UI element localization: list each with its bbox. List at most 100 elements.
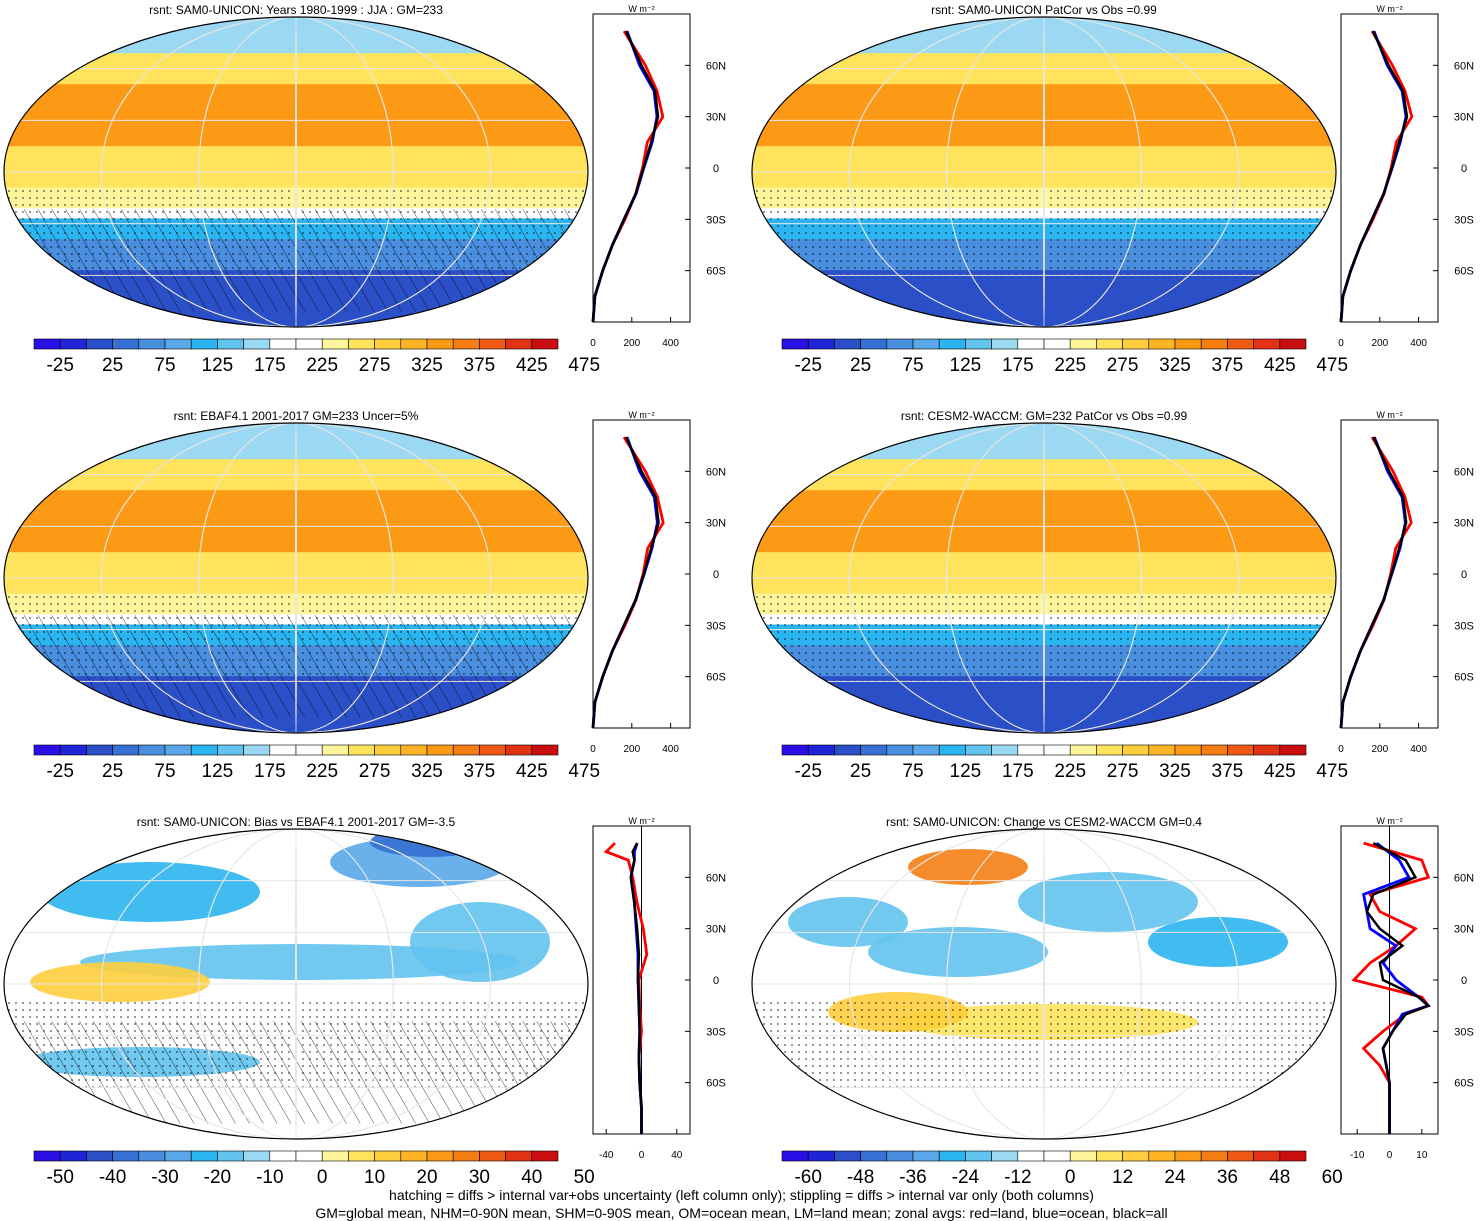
colorbar-tick-label: 25 — [102, 761, 124, 782]
map-outline — [3, 828, 589, 1140]
colorbar-swatch — [1148, 744, 1176, 756]
zonal-x-label: 200 — [1371, 744, 1388, 755]
colorbar-swatch — [164, 744, 192, 756]
colorbar-tick-label: 475 — [1316, 355, 1349, 376]
colorbar-swatch — [295, 338, 323, 350]
colorbar-swatch — [1043, 744, 1071, 756]
colorbar-swatch — [1096, 744, 1123, 756]
colorbar-swatch — [243, 338, 271, 350]
zonal-x-label: 200 — [623, 338, 640, 349]
colorbar-swatch — [938, 744, 966, 756]
zonal-x-label: 400 — [1410, 744, 1427, 755]
colorbar-swatch — [295, 744, 323, 756]
colorbar-tick-label: 10 — [364, 1167, 386, 1188]
map-outline — [751, 16, 1337, 328]
colorbar-tick-label: 275 — [1106, 355, 1139, 376]
colorbar-swatch — [190, 338, 218, 350]
colorbar-swatch — [860, 1150, 888, 1162]
colorbar-tick-label: -25 — [794, 355, 822, 376]
colorbar-swatch — [1096, 338, 1123, 350]
colorbar-swatch — [164, 338, 192, 350]
colorbar-swatch — [1122, 338, 1150, 350]
colorbar-tick-label: 475 — [568, 355, 601, 376]
colorbar-swatch — [190, 1150, 218, 1162]
colorbar-swatch — [217, 744, 244, 756]
lat-label: 30N — [1454, 112, 1474, 124]
colorbar-tick-label: 225 — [1054, 355, 1087, 376]
colorbar-tick-label: 275 — [358, 761, 391, 782]
zonal-line-all — [629, 842, 643, 1134]
colorbar-tick-label: 375 — [1211, 355, 1244, 376]
zonal-line-land — [1339, 30, 1414, 323]
colorbar-tick-label: 175 — [1001, 355, 1034, 376]
colorbar-swatch — [348, 338, 375, 350]
colorbar-swatch — [112, 1150, 140, 1162]
panel-title: rsnt: SAM0-UNICON: Bias vs EBAF4.1 2001-… — [136, 815, 456, 829]
colorbar-swatch — [834, 1150, 861, 1162]
colorbar-swatch — [138, 1150, 166, 1162]
colorbar-tick-label: 48 — [1269, 1167, 1291, 1188]
lat-label: 30S — [1454, 620, 1474, 632]
colorbar-swatch — [912, 744, 940, 756]
colorbar-tick-label: -40 — [98, 1167, 127, 1188]
colorbar-tick-label: 175 — [253, 355, 286, 376]
colorbar-tick-label: -50 — [46, 1167, 74, 1188]
colorbar-swatch — [965, 1150, 992, 1162]
zonal-x-label: -40 — [599, 1150, 614, 1161]
colorbar-tick-label: 275 — [358, 355, 391, 376]
lat-label: 30S — [1454, 214, 1474, 226]
panel-title: rsnt: SAM0-UNICON PatCor vs Obs =0.99 — [931, 3, 1157, 17]
colorbar-swatch — [1043, 338, 1071, 350]
zonal-x-label: 0 — [590, 338, 596, 349]
colorbar-swatch — [1017, 744, 1045, 756]
colorbar-tick-label: 75 — [902, 761, 924, 782]
colorbar-swatch — [112, 338, 140, 350]
colorbar-swatch — [860, 338, 888, 350]
zonal-line-land — [591, 30, 665, 323]
zonal-line-ocean — [1339, 436, 1407, 729]
colorbar-swatch — [1253, 744, 1281, 756]
lat-label: 30S — [706, 214, 726, 226]
colorbar-swatch — [1069, 1150, 1097, 1162]
colorbar-swatch — [33, 1150, 61, 1162]
colorbar-tick-label: 125 — [201, 761, 234, 782]
colorbar-swatch — [1122, 744, 1150, 756]
colorbar-swatch — [912, 1150, 940, 1162]
colorbar-swatch — [505, 338, 533, 350]
map-outline — [3, 422, 589, 734]
zonal-x-label: 0 — [1338, 338, 1344, 349]
colorbar-swatch — [834, 744, 861, 756]
colorbar-tick-label: 225 — [306, 355, 339, 376]
colorbar-swatch — [1069, 338, 1097, 350]
colorbar-swatch — [217, 1150, 244, 1162]
colorbar-swatch — [531, 338, 559, 350]
colorbar-tick-label: 325 — [411, 355, 443, 376]
zonal-x-label: 200 — [1371, 338, 1388, 349]
zonal-line-all — [1339, 436, 1408, 729]
lat-label: 60S — [1454, 672, 1474, 684]
lat-label: 30N — [706, 112, 726, 124]
colorbar-swatch — [1200, 1150, 1228, 1162]
panel-graphic: 60N 30N 0 30S 60S 0 200 400 W m⁻² — [751, 4, 1474, 350]
panel-4: rsnt: CESM2-WACCM: GM=232 PatCor vs Obs … — [748, 406, 1483, 806]
colorbar-swatch — [374, 338, 402, 350]
colorbar-swatch — [1174, 1150, 1202, 1162]
colorbar-tick-label: -48 — [846, 1167, 875, 1188]
colorbar-swatch — [807, 1150, 835, 1162]
lat-label: 30N — [1454, 518, 1474, 530]
zonal-line-land — [591, 436, 665, 729]
colorbar-tick-label: 125 — [949, 761, 982, 782]
colorbar-swatch — [938, 1150, 966, 1162]
colorbar-tick-label: 375 — [1211, 761, 1244, 782]
zonal-x-label: 400 — [1410, 338, 1427, 349]
colorbar-tick-label: 475 — [568, 761, 601, 782]
colorbar-swatch — [190, 744, 218, 756]
panel-title: rsnt: SAM0-UNICON: Change vs CESM2-WACCM… — [886, 815, 1202, 829]
panel-graphic: 60N 30N 0 30S 60S 0 200 400 W m⁻² — [3, 4, 726, 350]
colorbar-swatch — [807, 744, 835, 756]
colorbar-swatch — [452, 1150, 480, 1162]
lat-label: 0 — [1461, 975, 1467, 987]
colorbar-swatch — [400, 1150, 428, 1162]
colorbar-tick-label: 275 — [1106, 761, 1139, 782]
colorbar-swatch — [321, 744, 349, 756]
